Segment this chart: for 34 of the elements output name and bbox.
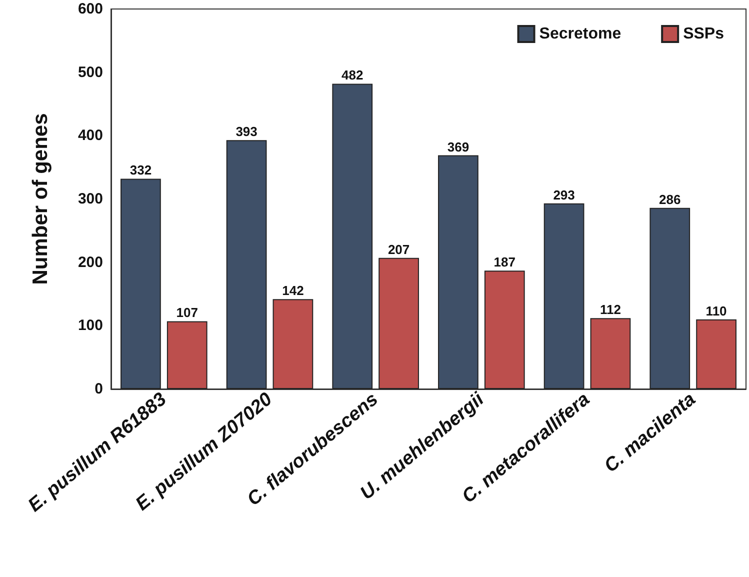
data-label: 207 <box>388 242 410 257</box>
y-tick-label: 100 <box>78 317 103 334</box>
legend-label: Secretome <box>539 26 622 42</box>
bar <box>438 155 478 389</box>
data-label: 293 <box>553 187 575 202</box>
y-tick-label: 600 <box>78 0 103 18</box>
data-label: 369 <box>447 139 470 154</box>
bar <box>272 299 314 389</box>
y-tick-label: 500 <box>78 64 103 81</box>
y-tick-label: 400 <box>78 127 103 144</box>
bar <box>226 140 267 389</box>
bar <box>332 84 373 389</box>
bar <box>650 208 690 389</box>
data-label: 107 <box>176 305 198 320</box>
y-tick-label: 0 <box>94 380 103 398</box>
data-label: 393 <box>236 124 258 140</box>
data-label: 142 <box>282 283 304 298</box>
y-tick-label: 200 <box>78 254 103 271</box>
data-label: 332 <box>130 162 152 178</box>
bar <box>544 203 584 389</box>
y-tick-label: 300 <box>78 190 103 208</box>
bar <box>696 319 736 389</box>
legend-label: SSPs <box>683 26 724 42</box>
data-label: 112 <box>600 302 621 318</box>
bar <box>120 178 161 389</box>
data-label: 286 <box>659 192 681 207</box>
data-label: 187 <box>494 254 516 270</box>
bar <box>166 321 208 389</box>
data-label: 482 <box>342 68 364 83</box>
bar <box>484 270 525 389</box>
bar <box>378 258 419 389</box>
data-label: 110 <box>706 303 727 318</box>
y-axis-title: Number of genes <box>29 113 52 285</box>
bar <box>590 318 631 389</box>
